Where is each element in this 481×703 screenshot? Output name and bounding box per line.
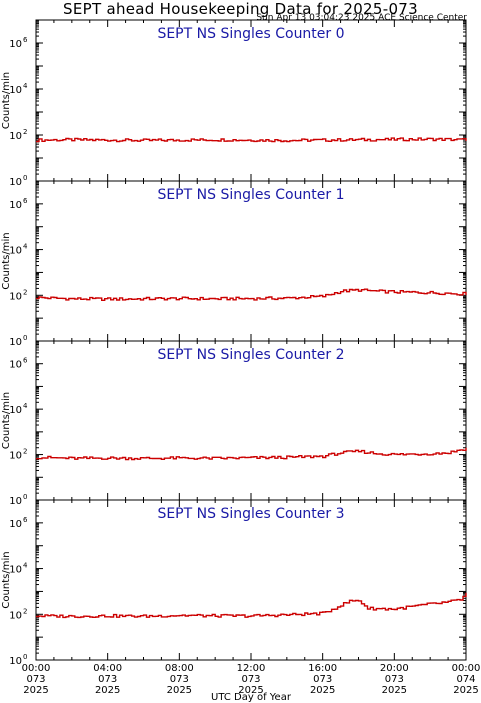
x-tick-label: 2025 [310,685,335,696]
y-axis-label: Counts/min [1,551,12,608]
y-tick-exponent: 0 [23,493,27,501]
y-tick-label: 10 [9,496,22,507]
y-tick-exponent: 2 [23,288,27,296]
panel-frame [35,180,467,342]
series-line [36,592,467,619]
y-tick-exponent: 0 [23,174,27,182]
y-tick-label: 10 [9,565,22,576]
x-tick-label: 073 [26,674,45,685]
y-tick-exponent: 0 [23,334,27,342]
y-tick-label: 10 [9,656,22,667]
y-tick-label: 10 [9,360,22,371]
y-tick-label: 10 [9,246,22,257]
y-tick-label: 10 [9,405,22,416]
x-tick-label: 00:00 [452,663,481,674]
y-tick-label: 10 [9,451,22,462]
y-tick-exponent: 4 [23,82,28,90]
y-tick-exponent: 4 [23,562,28,570]
y-axis-label: Counts/min [1,72,12,129]
x-tick-label: 2025 [382,685,407,696]
x-tick-label: 16:00 [308,663,337,674]
y-tick-exponent: 4 [23,243,28,251]
y-tick-exponent: 4 [23,402,28,410]
x-tick-label: 074 [456,674,475,685]
x-tick-label: 2025 [95,685,120,696]
y-axis-label: Counts/min [1,392,12,449]
panel-title: SEPT NS Singles Counter 1 [157,187,344,203]
panel-title: SEPT NS Singles Counter 2 [157,347,344,363]
y-tick-label: 10 [9,131,22,142]
x-tick-label: 04:00 [93,663,122,674]
x-tick-label: 073 [313,674,332,685]
x-tick-label: 2025 [238,685,263,696]
series-line [36,447,467,461]
x-tick-label: 2025 [167,685,192,696]
y-tick-label: 10 [9,337,22,348]
x-tick-label: 20:00 [380,663,409,674]
y-tick-label: 10 [9,610,22,621]
y-tick-label: 10 [9,85,22,96]
y-tick-exponent: 2 [23,607,27,615]
panel-title: SEPT NS Singles Counter 3 [157,506,344,522]
y-tick-label: 10 [9,519,22,530]
timestamp-label: Sun Apr 13 03:04:23 2025 ACE Science Cen… [256,13,467,23]
series-line [36,288,467,301]
x-tick-label: 073 [98,674,117,685]
panel-title: SEPT NS Singles Counter 0 [157,26,344,42]
panel-frame [35,499,467,661]
y-tick-exponent: 6 [23,516,28,524]
y-tick-exponent: 2 [23,128,27,136]
y-tick-exponent: 2 [23,448,27,456]
y-tick-label: 10 [9,39,22,50]
y-tick-exponent: 0 [23,653,27,661]
x-tick-label: 073 [170,674,189,685]
x-tick-label: 073 [385,674,404,685]
y-tick-exponent: 6 [23,36,28,44]
y-tick-exponent: 6 [23,197,28,205]
x-tick-label: 12:00 [237,663,266,674]
y-tick-label: 10 [9,177,22,188]
x-tick-label: 00:00 [22,663,51,674]
series-line [36,137,467,143]
panel-frame [35,19,467,182]
x-tick-label: 2025 [23,685,48,696]
x-tick-label: 08:00 [165,663,194,674]
y-tick-label: 10 [9,291,22,302]
x-tick-label: 073 [241,674,260,685]
x-tick-label: 2025 [453,685,478,696]
y-tick-label: 10 [9,200,22,211]
panel-frame [35,340,467,501]
y-tick-exponent: 6 [23,357,28,365]
page-title: SEPT ahead Housekeeping Data for 2025-07… [63,0,418,18]
x-axis-label: UTC Day of Year [211,692,292,703]
y-axis-label: Counts/min [1,232,12,289]
